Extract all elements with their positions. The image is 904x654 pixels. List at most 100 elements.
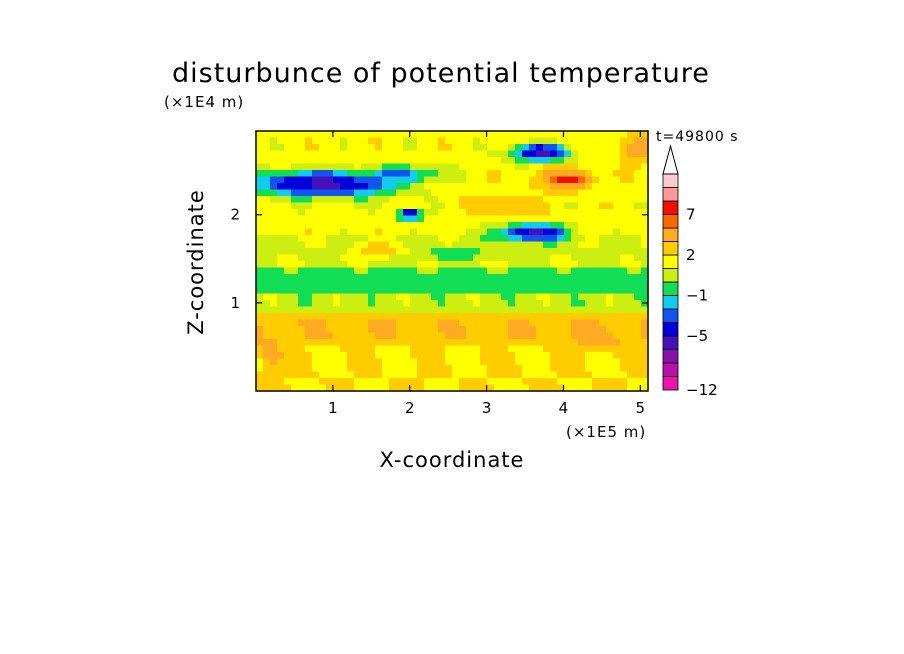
field-cell xyxy=(326,280,334,288)
field-cell xyxy=(354,352,362,360)
field-cell xyxy=(641,189,649,197)
field-cell xyxy=(277,267,285,275)
field-cell xyxy=(564,241,572,249)
field-cell xyxy=(641,345,649,353)
field-cell xyxy=(466,254,474,262)
field-cell xyxy=(480,280,488,288)
field-cell xyxy=(445,280,453,288)
field-cell xyxy=(515,384,523,392)
field-cell xyxy=(473,176,481,184)
field-cell xyxy=(634,228,642,236)
field-cell xyxy=(403,170,411,178)
field-cell xyxy=(613,131,621,139)
field-cell xyxy=(382,358,390,366)
field-cell xyxy=(459,280,467,288)
field-cell xyxy=(515,267,523,275)
field-cell xyxy=(494,131,502,139)
field-cell xyxy=(452,378,460,386)
field-cell xyxy=(557,313,565,321)
field-cell xyxy=(536,183,544,191)
colorbar-swatch xyxy=(662,349,679,364)
field-cell xyxy=(284,170,292,178)
field-cell xyxy=(270,209,278,217)
field-cell xyxy=(564,306,572,314)
field-cell xyxy=(417,319,425,327)
field-cell xyxy=(480,248,488,256)
field-cell xyxy=(256,274,264,282)
field-cell xyxy=(347,332,355,340)
field-cell xyxy=(361,254,369,262)
field-cell xyxy=(305,287,313,295)
field-cell xyxy=(599,137,607,145)
field-cell xyxy=(277,150,285,158)
field-cell xyxy=(571,371,579,379)
field-cell xyxy=(599,306,607,314)
field-cell xyxy=(487,163,495,171)
field-cell xyxy=(606,332,614,340)
field-cell xyxy=(417,371,425,379)
field-cell xyxy=(277,248,285,256)
field-cell xyxy=(256,157,264,165)
field-cell xyxy=(347,235,355,243)
field-cell xyxy=(508,131,516,139)
field-cell xyxy=(641,215,649,223)
field-cell xyxy=(375,131,383,139)
field-cell xyxy=(529,326,537,334)
field-cell xyxy=(550,365,558,373)
field-cell xyxy=(396,248,404,256)
field-cell xyxy=(368,163,376,171)
field-cell xyxy=(571,150,579,158)
field-cell xyxy=(501,300,509,308)
field-cell xyxy=(599,384,607,392)
field-cell xyxy=(459,189,467,197)
field-cell xyxy=(438,352,446,360)
field-cell xyxy=(270,137,278,145)
field-cell xyxy=(375,313,383,321)
field-cell xyxy=(620,293,628,301)
field-cell xyxy=(452,183,460,191)
field-cell xyxy=(536,137,544,145)
field-cell xyxy=(487,137,495,145)
field-cell xyxy=(305,293,313,301)
field-cell xyxy=(361,144,369,152)
field-cell xyxy=(529,332,537,340)
field-cell xyxy=(487,170,495,178)
field-cell xyxy=(627,150,635,158)
field-cell xyxy=(256,365,264,373)
field-cell xyxy=(606,254,614,262)
field-cell xyxy=(613,157,621,165)
field-cell xyxy=(270,358,278,366)
field-cell xyxy=(305,300,313,308)
field-cell xyxy=(459,300,467,308)
field-cell xyxy=(522,157,530,165)
field-cell xyxy=(368,222,376,230)
field-cell xyxy=(410,326,418,334)
field-cell xyxy=(284,183,292,191)
field-cell xyxy=(298,267,306,275)
field-cell xyxy=(445,358,453,366)
field-cell xyxy=(606,183,614,191)
field-cell xyxy=(284,384,292,392)
field-cell xyxy=(494,183,502,191)
field-cell xyxy=(354,150,362,158)
field-cell xyxy=(550,202,558,210)
field-cell xyxy=(382,378,390,386)
field-cell xyxy=(529,215,537,223)
field-cell xyxy=(515,261,523,269)
field-cell xyxy=(333,228,341,236)
x-tick-label: 4 xyxy=(559,399,569,417)
field-cell xyxy=(382,326,390,334)
field-cell xyxy=(305,222,313,230)
field-cell xyxy=(585,228,593,236)
field-cell xyxy=(564,293,572,301)
field-cell xyxy=(396,332,404,340)
field-cell xyxy=(291,261,299,269)
field-cell xyxy=(347,274,355,282)
field-cell xyxy=(571,306,579,314)
field-cell xyxy=(326,306,334,314)
field-cell xyxy=(620,131,628,139)
field-cell xyxy=(613,339,621,347)
field-cell xyxy=(417,131,425,139)
field-cell xyxy=(620,163,628,171)
field-cell xyxy=(550,131,558,139)
